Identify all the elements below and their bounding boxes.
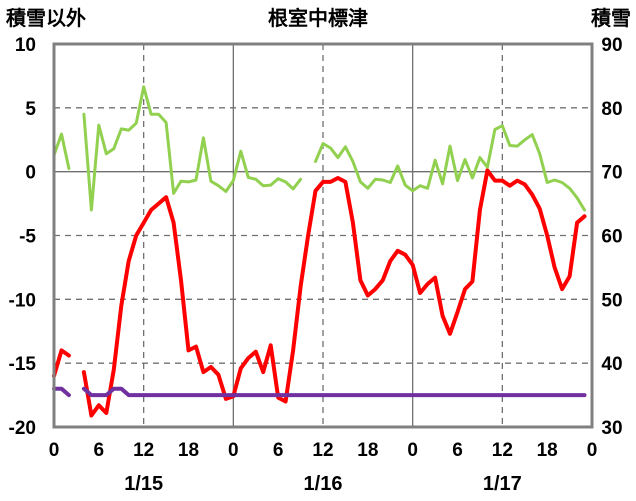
x-tick-label: 6 [452, 440, 463, 461]
series-line-3 [52, 386, 71, 398]
left-axis-label: 積雪以外 [6, 6, 86, 30]
y-right-tick-label: 80 [601, 99, 622, 120]
y-right-tick-label: 90 [601, 35, 622, 56]
date-label: 1/15 [124, 473, 163, 495]
y-right-tick-label: 40 [601, 354, 622, 375]
y-left-tick-label: -15 [9, 354, 37, 375]
date-label: 1/17 [483, 473, 522, 495]
right-axis-ticks: 90 80 70 60 50 40 30 [601, 35, 622, 439]
x-tick-label: 18 [178, 440, 199, 461]
x-tick-label: 18 [357, 440, 378, 461]
x-tick-label: 0 [228, 440, 239, 461]
y-left-tick-label: -5 [19, 227, 36, 248]
y-left-tick-label: 0 [25, 163, 36, 184]
right-axis-label: 積雪 [591, 7, 631, 30]
y-right-tick-label: 50 [601, 290, 622, 311]
x-tick-label: 12 [133, 440, 154, 461]
x-tick-label: 0 [587, 440, 598, 461]
series-line-2 [52, 132, 71, 170]
x-tick-label: 18 [537, 440, 558, 461]
date-labels: 1/15 1/16 1/17 [124, 473, 522, 495]
y-right-tick-label: 30 [601, 418, 622, 439]
series-line-2 [82, 85, 303, 212]
x-tick-label: 12 [312, 440, 333, 461]
y-left-tick-label: -10 [9, 290, 36, 311]
x-tick-label: 12 [492, 440, 513, 461]
x-tick-label: 0 [49, 440, 60, 461]
series-line-3 [81, 386, 587, 398]
y-left-tick-label: -20 [9, 418, 36, 439]
y-right-tick-label: 60 [601, 227, 622, 248]
y-left-tick-label: 10 [15, 35, 36, 56]
date-label: 1/16 [304, 473, 343, 495]
x-tick-label: 0 [407, 440, 418, 461]
plot-frame [52, 42, 594, 429]
x-tick-label: 6 [94, 440, 105, 461]
series-line-1 [52, 348, 71, 378]
left-axis-ticks: 10 5 0 -5 -10 -15 -20 [9, 35, 37, 439]
y-right-tick-label: 70 [601, 163, 622, 184]
y-left-tick-label: 5 [25, 99, 36, 120]
x-axis-ticks: 0 6 12 18 0 6 12 18 0 6 12 18 0 [49, 440, 598, 461]
series-line-1 [81, 168, 587, 418]
x-tick-label: 6 [273, 440, 284, 461]
series-line-2 [314, 124, 586, 212]
grid [54, 44, 592, 427]
chart-title: 根室中標津 [268, 6, 368, 30]
series-lines [52, 85, 587, 418]
